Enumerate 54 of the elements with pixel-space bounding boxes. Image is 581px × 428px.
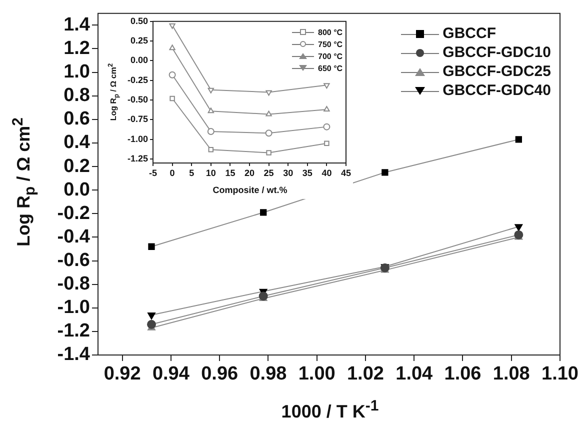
x-tick-label: -5 (148, 168, 158, 178)
y-tick-label: -0.8 (57, 274, 90, 295)
x-tick-label: 25 (264, 168, 274, 178)
x-axis-title: 1000 / T K$^{-1}$ (281, 398, 379, 422)
y-tick-label: -0.4 (57, 226, 90, 248)
x-tick-label: 0.96 (201, 364, 238, 385)
x-tick-label: 1.04 (396, 364, 434, 385)
x-tick-label: 0 (170, 168, 175, 178)
x-tick-label: 0.94 (152, 364, 190, 385)
x-tick-label: 5 (189, 168, 194, 178)
legend-label: GBCCF-GDC10 (442, 44, 551, 61)
x-tick-label: 35 (302, 168, 312, 178)
y-tick-label: -1.00 (127, 134, 148, 144)
y-tick-label: -1.2 (57, 320, 90, 342)
y-tick-label: -0.6 (57, 250, 90, 271)
y-tick-label: 0.0 (64, 179, 90, 200)
x-tick-label: 40 (322, 168, 332, 178)
x-tick-label: 1.00 (298, 364, 336, 385)
legend-label: GBCCF (442, 25, 496, 42)
y-tick-label: 1.4 (64, 14, 90, 36)
legend-label: GBCCF-GDC25 (442, 63, 551, 80)
x-axis-title: Composite / wt.% (212, 185, 288, 195)
x-tick-label: 15 (225, 168, 236, 178)
legend-label: 750 °C (318, 40, 343, 48)
y-tick-label: -0.50 (127, 94, 148, 105)
y-tick-label: 1.0 (64, 62, 90, 83)
x-tick-label: 1.08 (492, 364, 530, 385)
y-tick-label: 1.2 (64, 38, 90, 59)
y-tick-label: 0.50 (130, 16, 148, 26)
legend-label: 800 °C (318, 28, 343, 36)
y-tick-label: -0.75 (127, 114, 148, 124)
x-tick-label: 45 (340, 168, 351, 178)
y-tick-label: -0.2 (57, 202, 90, 224)
y-tick-label: -1.4 (57, 344, 90, 366)
y-tick-label: 0.6 (64, 108, 90, 130)
x-tick-label: 10 (206, 168, 216, 178)
y-tick-label: -0.25 (127, 74, 148, 85)
y-tick-label: -1.0 (57, 297, 90, 318)
x-tick-label: 0.98 (250, 364, 287, 385)
legend-label: 650 °C (318, 64, 343, 72)
x-tick-label: 1.10 (542, 364, 578, 385)
legend-label: GBCCF-GDC40 (442, 82, 551, 99)
y-tick-label: 0.8 (64, 85, 90, 106)
x-tick-label: 20 (244, 168, 255, 178)
y-tick-label: 0.4 (64, 132, 90, 154)
x-tick-label: 1.02 (346, 364, 384, 385)
y-tick-label: 0.2 (64, 156, 90, 177)
y-tick-label: 0.25 (130, 36, 148, 46)
legend-label: 700 °C (318, 52, 343, 60)
y-tick-label: 0.00 (130, 55, 148, 66)
y-tick-label: -1.25 (127, 154, 148, 164)
x-tick-label: 30 (283, 168, 294, 178)
x-tick-label: 0.92 (104, 364, 141, 385)
x-tick-label: 1.06 (444, 364, 482, 385)
